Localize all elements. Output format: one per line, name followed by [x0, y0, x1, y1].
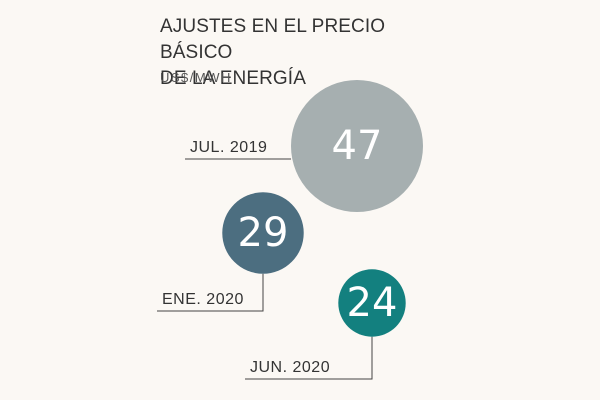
chart-unit-label: US$/MWH [160, 70, 232, 85]
bubble-value-jul-2019: 47 [332, 123, 383, 169]
date-label-jun-2020: JUN. 2020 [250, 359, 330, 376]
bubble-value-ene-2020: 29 [238, 210, 289, 256]
bubble-value-jun-2020: 24 [347, 280, 398, 326]
chart-title-line-1: AJUSTES EN EL PRECIO BÁSICO [160, 16, 386, 63]
date-label-jul-2019: JUL. 2019 [190, 139, 267, 156]
leader-line-ene-2020 [157, 273, 264, 312]
chart-title-line-2: DE LA ENERGÍA [160, 68, 306, 89]
bubble-ene-2020 [222, 192, 304, 274]
bubble-jul-2019 [291, 80, 423, 212]
date-label-ene-2020: ENE. 2020 [162, 291, 244, 308]
chart-title: AJUSTES EN EL PRECIO BÁSICO DE LA ENERGÍ… [160, 14, 460, 92]
leader-line-jun-2020 [245, 336, 373, 380]
bubble-jun-2020 [338, 269, 406, 337]
